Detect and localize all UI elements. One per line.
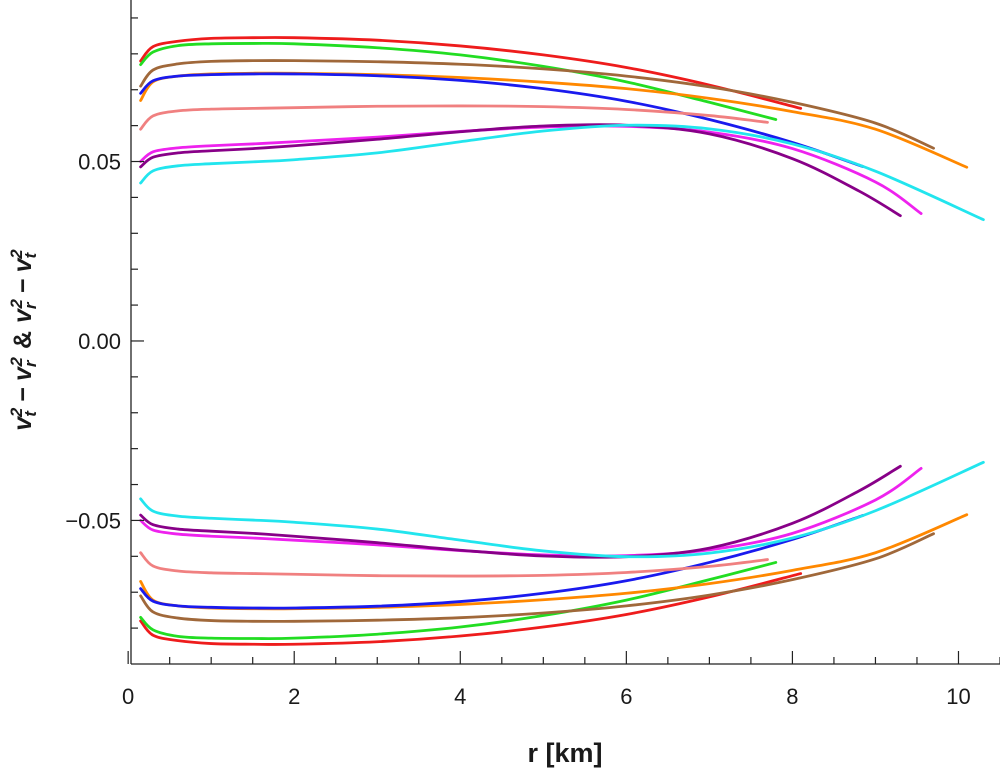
y-tick-label: 0.00 xyxy=(78,329,121,354)
series-7-positive-line xyxy=(139,124,923,215)
y-title-minus2: − xyxy=(9,278,37,293)
x-tick-label: 8 xyxy=(786,684,798,709)
tick-labels-layer: 0 2 4 6 8 10 −0.05 0.00 0.05 xyxy=(65,150,970,709)
y-title-minus1: − xyxy=(9,387,37,402)
series-3-positive-line xyxy=(139,59,935,150)
series-3-negative-line xyxy=(139,532,935,623)
x-axis-title: r [km] xyxy=(527,738,602,768)
series-2-positive-line xyxy=(139,41,778,121)
ticks-layer xyxy=(127,17,1000,664)
y-tick-label: −0.05 xyxy=(65,508,121,533)
series-8-positive-line xyxy=(139,123,902,218)
y-title-t1: t xyxy=(21,410,40,417)
series-4-negative-line xyxy=(139,513,969,611)
axes-layer xyxy=(130,0,1000,665)
series-6-positive-line xyxy=(139,104,769,131)
y-title-v1: v xyxy=(9,415,37,431)
y-title-sq4: 2 xyxy=(7,249,26,260)
y-axis-title-group: vt2−vr2&vr2−vt2 xyxy=(7,249,40,431)
y-title-r2: r xyxy=(21,301,40,309)
series-4-positive-line xyxy=(139,71,969,169)
x-tick-label: 10 xyxy=(946,684,970,709)
curves-layer xyxy=(139,36,985,646)
series-9-negative-line xyxy=(139,460,985,559)
series-5-negative-line xyxy=(139,514,865,610)
series-9-positive-line xyxy=(139,123,985,222)
series-6-negative-line xyxy=(139,551,769,578)
y-title-t2: t xyxy=(21,251,40,258)
y-axis-title: vt2−vr2&vr2−vt2 xyxy=(7,249,40,431)
series-8-negative-line xyxy=(139,464,902,559)
y-title-sq3: 2 xyxy=(7,298,26,309)
x-tick-label: 2 xyxy=(288,684,300,709)
series-1-positive-line xyxy=(139,36,803,110)
y-title-amp: & xyxy=(9,331,37,349)
series-5-positive-line xyxy=(139,72,865,168)
y-title-sq1: 2 xyxy=(7,407,26,418)
series-1-negative-line xyxy=(139,572,803,646)
x-tick-label: 6 xyxy=(620,684,632,709)
x-tick-label: 0 xyxy=(122,684,134,709)
series-2-negative-line xyxy=(139,561,778,641)
y-title-sq2: 2 xyxy=(7,357,26,368)
y-title-v2: v xyxy=(9,365,37,381)
y-title-v3: v xyxy=(9,307,37,323)
y-tick-label: 0.05 xyxy=(78,150,121,175)
x-tick-label: 4 xyxy=(454,684,466,709)
y-title-v4: v xyxy=(9,256,37,272)
y-title-r1: r xyxy=(21,359,40,367)
series-7-negative-line xyxy=(139,466,923,558)
